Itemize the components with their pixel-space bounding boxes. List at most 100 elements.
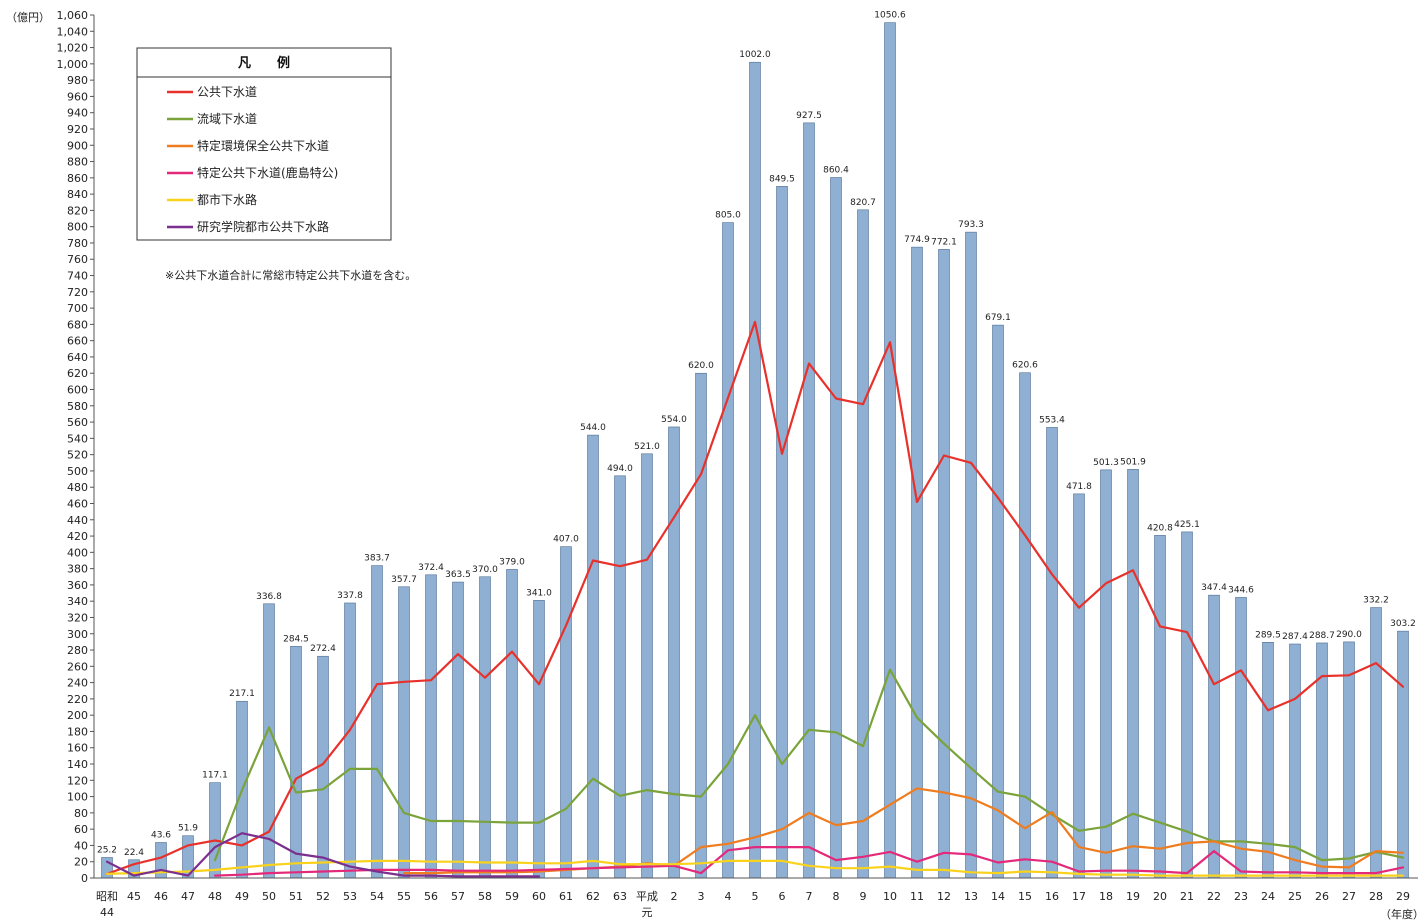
x-tick-label: 45 [127,890,141,903]
y-unit-label: （億円） [6,11,50,24]
x-tick-label: 27 [1342,890,1356,903]
bar [965,231,977,879]
x-tick-label: 51 [289,890,303,903]
x-tick-label: 53 [343,890,357,903]
y-tick-label: 400 [67,546,88,559]
x-tick-label: 4 [725,890,732,903]
x-tick-label: 7 [806,890,813,903]
x-tick-label: 58 [478,890,492,903]
x-tick-label: 20 [1153,890,1167,903]
y-tick-label: 40 [74,839,88,852]
x-tick-label: 21 [1180,890,1194,903]
legend-item-label: 都市下水路 [197,192,257,207]
legend-item-label: 特定環境保全公共下水道 [197,138,329,153]
y-tick-label: 340 [67,595,88,608]
y-tick-label: 860 [67,172,88,185]
bar [1343,641,1355,879]
bar-data-label: 287.4 [1282,632,1308,642]
x-tick-label: 昭和 [96,890,118,903]
y-tick-label: 1,000 [57,58,89,71]
bar-data-label: 347.4 [1201,583,1227,593]
y-tick-label: 720 [67,286,88,299]
y-tick-label: 200 [67,709,88,722]
x-tick-label: 60 [532,890,546,903]
bar [1181,531,1193,879]
bar-data-label: 774.9 [904,235,930,245]
bar [209,782,221,879]
series-line [213,846,1405,877]
legend-item-label: 公共下水道 [197,85,257,99]
bar [560,546,572,879]
series-line [213,668,1405,862]
y-tick-label: 620 [67,367,88,380]
bar [1100,469,1112,879]
x-tick-label: 13 [964,890,978,903]
bar [290,646,302,879]
x-tick-label: 8 [833,890,840,903]
x-tick-label: 18 [1099,890,1113,903]
x-tick-label: 55 [397,890,411,903]
y-tick-label: 480 [67,481,88,494]
series-line [105,859,1405,877]
bar-data-label: 372.4 [418,563,444,573]
y-tick-label: 660 [67,335,88,348]
legend-item-label: 研究学院都市公共下水路 [197,219,329,234]
x-tick-label-sub: 元 [642,906,653,919]
x-tick-label: 28 [1369,890,1383,903]
bar [857,209,869,879]
legend-item-label: 特定公共下水道(鹿島特公) [197,165,338,180]
y-tick-label: 60 [74,823,88,836]
y-tick-label: 1,020 [57,42,89,55]
y-tick-label: 840 [67,188,88,201]
bar [344,602,356,879]
bar-data-label: 805.0 [715,211,741,221]
series-line [105,320,1405,875]
bar [803,122,815,879]
chart-note: ※公共下水道合計に常総市特定公共下水道を含む。 [165,268,416,282]
legend-box [136,47,392,241]
x-tick-label: 9 [860,890,867,903]
bar-data-label: 288.7 [1309,631,1335,641]
x-tick-label: 17 [1072,890,1086,903]
y-tick-label: 760 [67,253,88,266]
x-tick-label: 6 [779,890,786,903]
y-tick-label: 980 [67,74,88,87]
y-tick-label: 440 [67,514,88,527]
x-tick-label: 平成 [636,890,658,903]
x-tick-label: 57 [451,890,465,903]
bar-data-label: 284.5 [283,634,309,644]
bar [587,434,599,879]
bar-data-label: 341.0 [526,588,552,598]
bar-data-label: 620.6 [1012,361,1038,371]
bar [506,569,518,879]
y-tick-label: 540 [67,432,88,445]
y-tick-label: 740 [67,270,88,283]
y-tick-label: 380 [67,563,88,576]
x-tick-label: 16 [1045,890,1059,903]
x-tick-label: 12 [937,890,951,903]
x-tick-label: 46 [154,890,168,903]
bar-series: 25.2 22.4 43.6 51.9 117.1 217.1 336.8 284.5272.… [97,11,1416,879]
y-tick-label: 160 [67,742,88,755]
bar [1154,535,1166,879]
y-tick-label: 580 [67,400,88,413]
x-tick-label: 54 [370,890,384,903]
bar-data-label: 379.0 [499,557,525,567]
bar [641,453,653,879]
x-tick-label: 25 [1288,890,1302,903]
bar-data-label: 501.9 [1120,457,1146,467]
y-tick-label: 360 [67,579,88,592]
x-unit-label: （年度） [1380,907,1424,921]
bar [1073,493,1085,879]
bar [1019,372,1031,879]
bar-data-label: 407.0 [553,535,579,545]
bar [533,600,545,879]
series-line [105,832,541,878]
y-tick-label: 20 [74,856,88,869]
bar-data-label: 383.7 [364,554,390,564]
y-tick-label: 260 [67,660,88,673]
bar-data-label: 793.3 [958,220,984,230]
x-tick-label: 48 [208,890,222,903]
